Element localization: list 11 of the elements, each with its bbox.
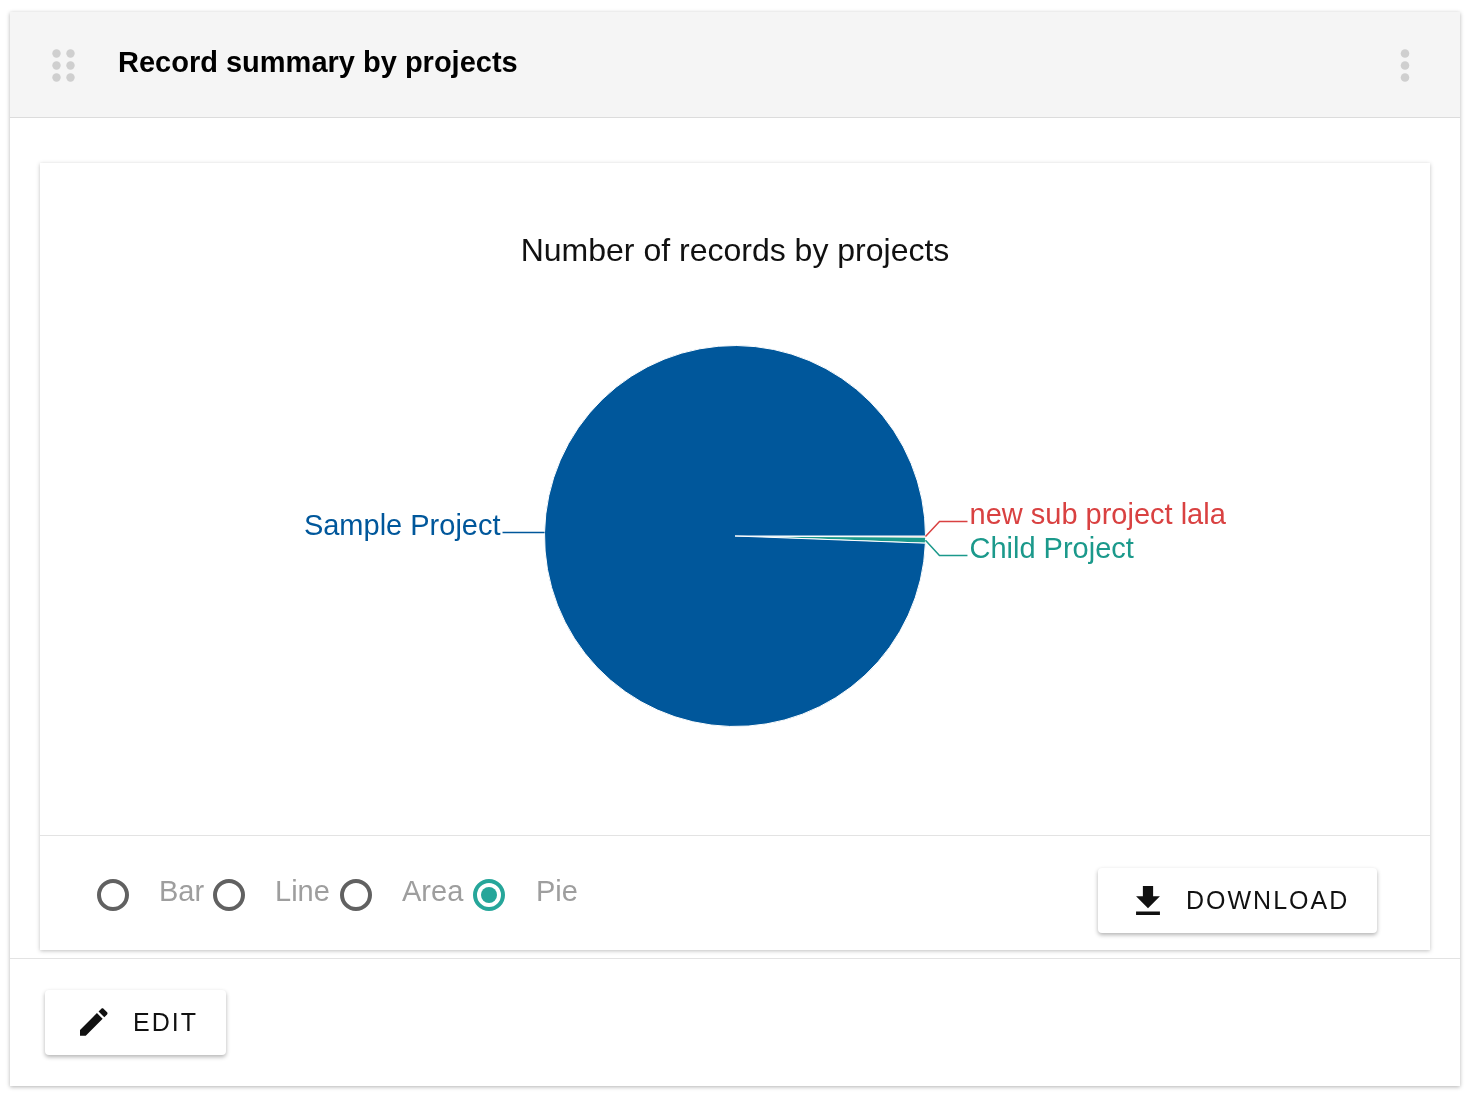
- slice-label: Child Project: [969, 532, 1134, 565]
- slice-label: new sub project lala: [969, 498, 1227, 531]
- text: Pie: [536, 874, 578, 908]
- slice-label: Sample Project: [303, 509, 501, 542]
- text: Bar: [159, 874, 205, 908]
- text: Line: [275, 874, 330, 908]
- download-button: DOWNLOAD: [1098, 868, 1377, 933]
- edit-button: EDIT: [45, 990, 226, 1055]
- chart-title: Record summary by projects: [118, 46, 518, 79]
- text: Area: [402, 874, 464, 908]
- chart-subtitle: Number of records by projects: [520, 231, 950, 268]
